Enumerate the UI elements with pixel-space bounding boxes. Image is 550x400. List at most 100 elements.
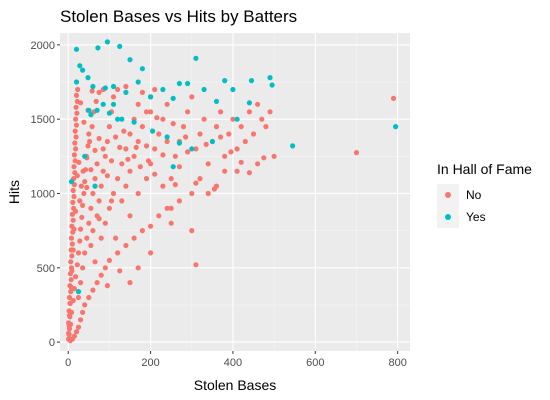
point-no xyxy=(123,242,129,249)
point-no xyxy=(100,146,106,152)
point-no xyxy=(92,147,98,153)
point-yes xyxy=(246,100,252,106)
point-yes xyxy=(90,83,96,90)
chart-title: Stolen Bases vs Hits by Batters xyxy=(60,7,297,26)
point-no xyxy=(115,176,121,182)
point-no xyxy=(250,131,257,137)
point-no xyxy=(152,146,158,152)
point-yes xyxy=(85,75,91,81)
point-no xyxy=(180,124,187,130)
point-no xyxy=(261,155,267,161)
point-no xyxy=(123,146,129,152)
point-no xyxy=(71,164,77,170)
point-no xyxy=(71,193,77,200)
point-yes xyxy=(176,140,182,146)
point-no xyxy=(168,205,174,211)
point-no xyxy=(106,124,112,130)
point-no xyxy=(164,138,170,145)
point-no xyxy=(80,168,86,174)
point-yes xyxy=(82,153,88,159)
point-yes xyxy=(248,78,255,84)
point-yes xyxy=(230,86,236,93)
point-no xyxy=(73,208,79,214)
point-no xyxy=(176,164,182,170)
legend-label-no: No xyxy=(466,188,482,202)
point-no xyxy=(66,294,73,301)
point-no xyxy=(74,110,80,116)
point-no xyxy=(98,183,104,189)
legend-key-yes xyxy=(445,214,451,220)
x-tick-label: 200 xyxy=(141,357,159,369)
point-no xyxy=(170,121,176,127)
point-yes xyxy=(73,79,80,85)
point-no xyxy=(193,262,199,268)
point-yes xyxy=(139,66,145,72)
point-yes xyxy=(201,86,207,93)
point-no xyxy=(185,149,191,155)
point-no xyxy=(102,220,108,226)
point-yes xyxy=(110,101,117,107)
point-no xyxy=(172,153,178,159)
point-no xyxy=(135,101,141,107)
point-yes xyxy=(80,67,86,73)
point-no xyxy=(66,312,73,318)
point-yes xyxy=(100,101,106,107)
point-no xyxy=(139,228,145,234)
point-no xyxy=(390,95,397,101)
point-no xyxy=(127,168,133,174)
point-no xyxy=(82,179,88,185)
point-no xyxy=(75,86,81,93)
point-yes xyxy=(269,82,275,88)
point-yes xyxy=(131,119,137,125)
point-no xyxy=(98,272,104,278)
point-no xyxy=(102,153,108,159)
point-no xyxy=(205,190,211,197)
point-no xyxy=(68,289,74,295)
point-no xyxy=(81,119,87,125)
point-no xyxy=(80,202,86,208)
point-no xyxy=(176,198,182,204)
point-no xyxy=(86,220,92,226)
point-no xyxy=(90,228,96,234)
y-tick-label: 500 xyxy=(37,263,55,275)
point-yes xyxy=(104,39,110,45)
point-no xyxy=(211,186,217,192)
point-yes xyxy=(213,98,220,104)
point-no xyxy=(104,173,110,179)
point-no xyxy=(86,294,92,301)
point-no xyxy=(189,190,195,197)
point-no xyxy=(73,122,80,128)
point-no xyxy=(113,134,119,140)
point-no xyxy=(185,109,191,115)
point-no xyxy=(77,238,83,244)
point-yes xyxy=(94,107,100,113)
point-no xyxy=(115,86,121,93)
point-no xyxy=(242,138,248,145)
point-no xyxy=(75,294,82,301)
point-no xyxy=(168,176,174,182)
point-no xyxy=(164,101,170,107)
point-no xyxy=(73,146,79,152)
point-no xyxy=(201,116,207,122)
point-no xyxy=(66,330,72,336)
point-no xyxy=(98,235,104,241)
point-no xyxy=(226,131,232,137)
point-no xyxy=(88,242,94,249)
point-no xyxy=(135,138,141,145)
point-no xyxy=(183,134,189,140)
point-no xyxy=(73,116,79,122)
point-no xyxy=(73,329,80,335)
point-no xyxy=(113,235,119,241)
point-no xyxy=(67,300,73,306)
point-no xyxy=(106,257,112,263)
point-no xyxy=(94,280,100,286)
point-no xyxy=(73,104,79,110)
point-no xyxy=(75,324,82,330)
point-yes xyxy=(92,183,98,189)
point-no xyxy=(69,253,75,259)
point-no xyxy=(119,198,125,204)
point-no xyxy=(197,176,203,182)
point-no xyxy=(88,167,94,173)
point-no xyxy=(104,283,110,289)
point-no xyxy=(68,284,74,290)
